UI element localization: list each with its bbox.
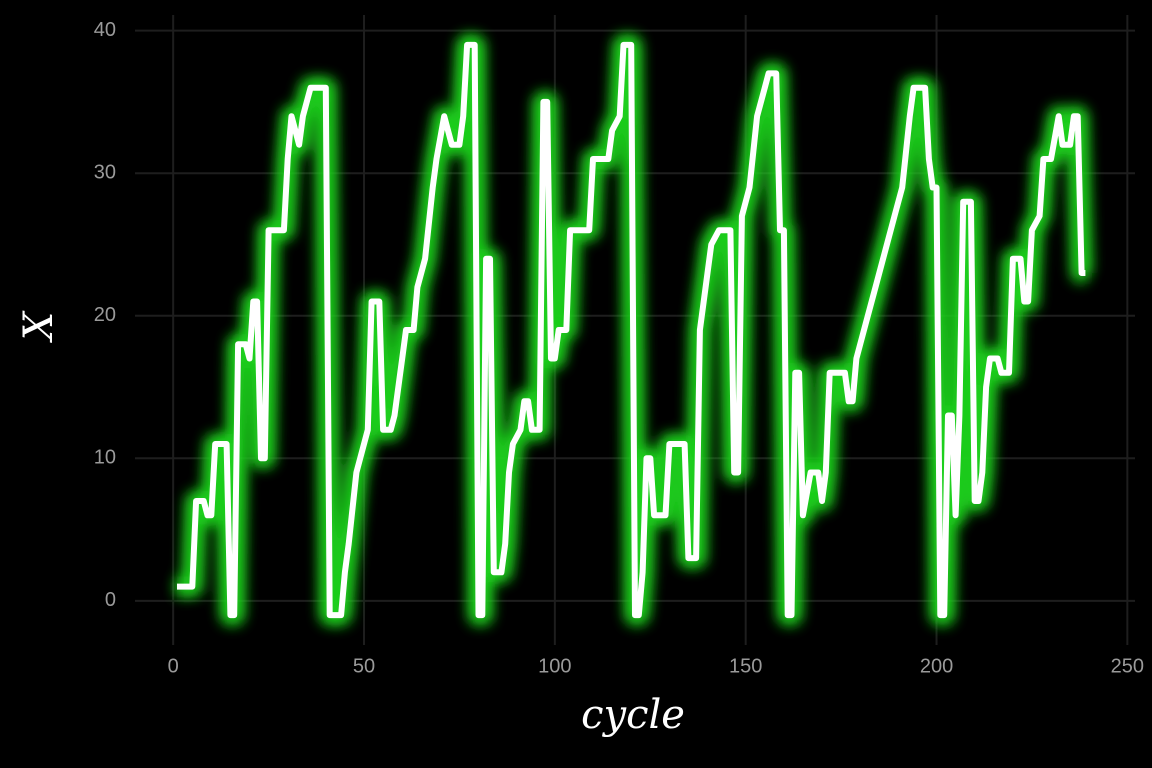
x-tick-label: 200 — [920, 655, 953, 677]
x-tick-label: 150 — [729, 655, 762, 677]
y-tick-label: 20 — [94, 304, 116, 326]
x-tick-label: 0 — [168, 655, 179, 677]
x-tick-label: 100 — [538, 655, 571, 677]
tick-labels: 0 50 100 150 200 250 0 10 20 30 40 — [94, 19, 1144, 677]
data-line — [177, 41, 1086, 619]
x-axis-title: cycle — [581, 692, 685, 738]
y-tick-label: 10 — [94, 447, 116, 469]
y-tick-label: 40 — [94, 19, 116, 41]
x-tick-label: 250 — [1111, 655, 1144, 677]
plot-lines — [177, 34, 1092, 626]
x-tick-label: 50 — [353, 655, 375, 677]
y-axis-title: X — [16, 310, 62, 343]
y-tick-label: 30 — [94, 161, 116, 183]
y-tick-label: 0 — [105, 589, 116, 611]
